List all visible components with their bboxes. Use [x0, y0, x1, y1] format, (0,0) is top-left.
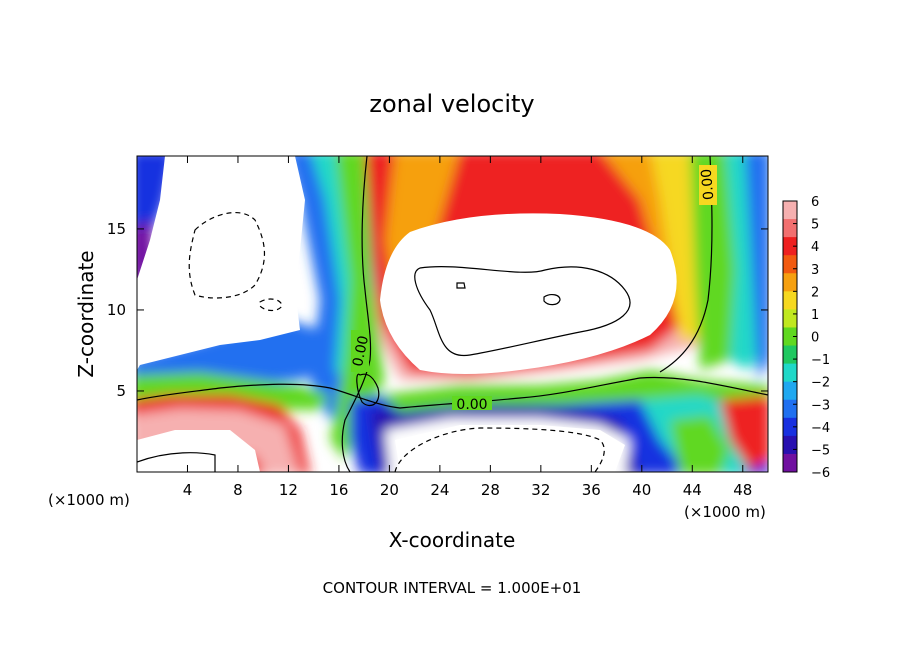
contour-bottom-left: [137, 452, 216, 472]
colorbar-swatch: [783, 345, 797, 365]
colorbar-swatch: [783, 309, 797, 328]
x-tick-label: 40: [632, 481, 651, 499]
colorbar-swatch: [783, 219, 797, 238]
x-tick-label: 28: [481, 481, 500, 499]
contour-positive-small-2: [543, 294, 561, 306]
colorbar: 6 5 4 3 2 1 0 −1 −2 −3 −4 −5 −6: [782, 195, 830, 481]
colorbar-tick-label: 4: [811, 240, 819, 255]
x-tick-label: 24: [430, 481, 449, 499]
contour-negative-lower: [394, 427, 605, 472]
colorbar-tick-label: −4: [811, 421, 830, 436]
x-tick-label: 32: [531, 481, 550, 499]
colorbar-tick-label: 6: [811, 195, 819, 210]
field-band-center-green: [330, 156, 385, 460]
x-tick-label: 12: [279, 481, 298, 499]
contour-negative-upper-left: [188, 211, 266, 299]
contour-positive-small-1: [456, 282, 466, 289]
y-tick-label: 15: [107, 220, 126, 238]
colorbar-swatch: [783, 291, 797, 310]
x-axis-ticks: 4 8 12 16 20 24 28 32 36 40 44 48: [183, 156, 752, 499]
contour-positive-core: [414, 266, 631, 357]
colorbar-tick-label: −5: [811, 443, 830, 458]
field-band-lower-right-green: [670, 415, 730, 472]
x-tick-label: 44: [683, 481, 702, 499]
plot-frame: [136, 155, 769, 473]
field-band-right-blue: [745, 156, 768, 380]
contour-label-right: 0.00: [699, 168, 718, 200]
colorbar-swatch: [783, 237, 797, 256]
contour-zero-left-column: [341, 156, 372, 472]
field-saturated-lower-right: [395, 425, 625, 472]
colorbar-tick-label: 1: [811, 308, 819, 323]
x-tick-label: 20: [380, 481, 399, 499]
colorbar-swatch: [783, 399, 797, 419]
colorbar-tick-label: 5: [811, 218, 819, 233]
colorbar-swatch: [783, 453, 797, 473]
colorbar-tick-label: −6: [811, 466, 830, 481]
colorbar-swatch: [783, 435, 797, 455]
y-tick-label: 10: [107, 301, 126, 319]
colorbar-swatch: [783, 255, 797, 274]
colorbar-swatch: [783, 327, 797, 347]
colorbar-tick-label: −2: [811, 376, 830, 391]
y-axis-ticks: 5 10 15: [107, 220, 768, 400]
contour-negative-small: [259, 298, 283, 312]
x-unit-label-left: (×1000 m): [48, 491, 130, 509]
x-unit-label-right: (×1000 m): [684, 503, 766, 521]
y-tick-label: 5: [116, 382, 126, 400]
chart-title: zonal velocity: [369, 90, 534, 118]
contour-zero-lower: [137, 376, 768, 409]
colorbar-swatch: [783, 363, 797, 383]
colorbar-tick-label: 2: [811, 285, 819, 300]
colorbar-tick-label: 3: [811, 263, 819, 278]
contour-label-left: 0.00: [350, 334, 372, 368]
colorbar-swatch: [783, 273, 797, 292]
colorbar-tick-label: −1: [811, 353, 830, 368]
contour-lines: [137, 156, 768, 472]
colorbar-swatch: [783, 417, 797, 437]
x-axis-label: X-coordinate: [389, 528, 516, 552]
contour-zero-inner-loop: [356, 373, 380, 407]
field-saturated-upper-center: [380, 213, 677, 374]
contour-interval-footer: CONTOUR INTERVAL = 1.000E+01: [323, 579, 582, 597]
x-tick-label: 48: [733, 481, 752, 499]
colorbar-swatch: [783, 201, 797, 220]
plot-area: 0.00 0.00 0.00: [137, 156, 768, 472]
contour-label-bottom: 0.00: [456, 397, 487, 413]
colorbar-tick-label: 0: [811, 331, 819, 346]
field-band-mid-left-blue: [137, 320, 330, 390]
x-tick-label: 8: [233, 481, 243, 499]
y-axis-label: Z-coordinate: [74, 250, 98, 377]
x-tick-label: 36: [582, 481, 601, 499]
field-saturated-lower-left: [137, 430, 260, 472]
field-saturated-upper-left: [137, 156, 305, 370]
colorbar-swatch: [783, 381, 797, 401]
x-tick-label: 4: [183, 481, 193, 499]
colorbar-tick-label: −3: [811, 398, 830, 413]
x-tick-label: 16: [329, 481, 348, 499]
field-band-lower-right-red: [720, 395, 768, 470]
